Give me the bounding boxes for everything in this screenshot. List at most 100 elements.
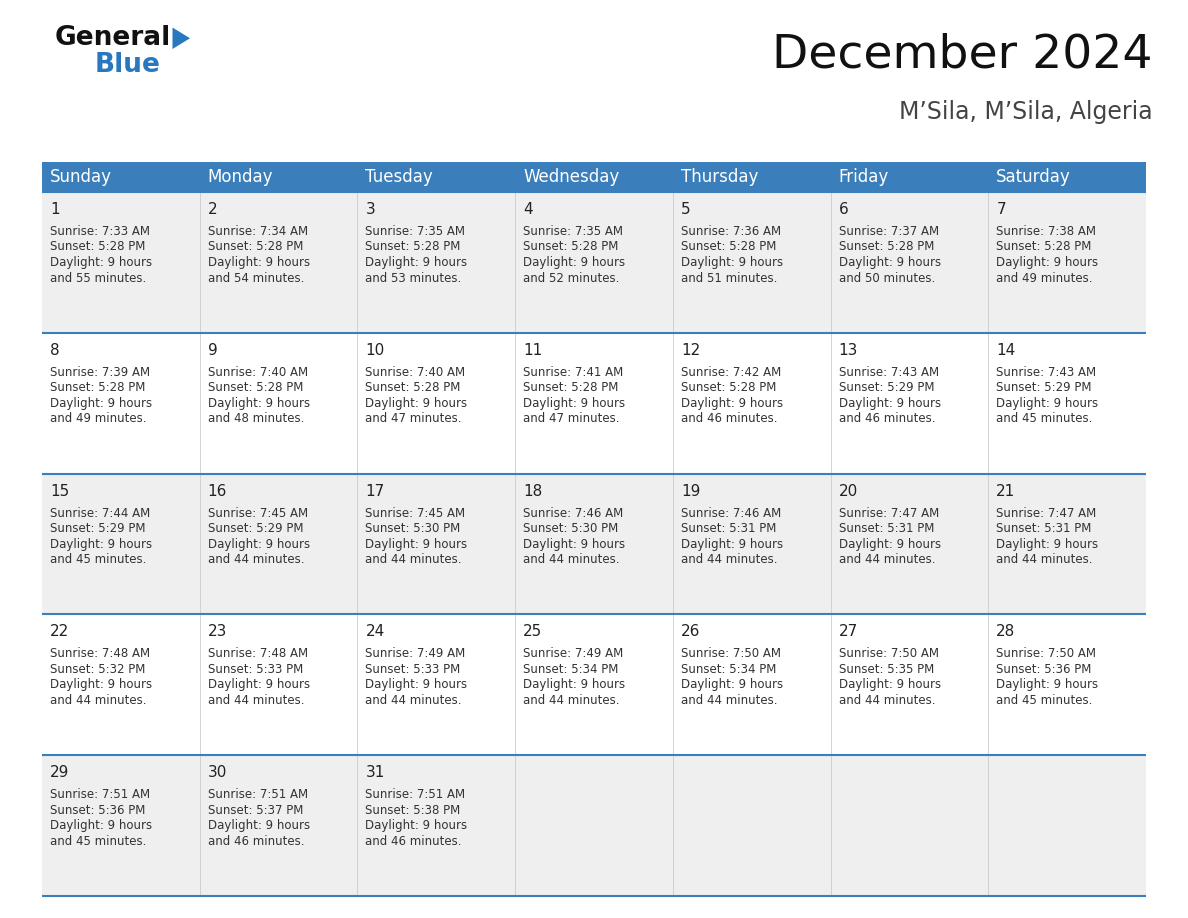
Bar <box>42 756 1146 896</box>
Text: Sunset: 5:28 PM: Sunset: 5:28 PM <box>523 241 619 253</box>
Text: Sunrise: 7:47 AM: Sunrise: 7:47 AM <box>839 507 939 520</box>
Text: 2: 2 <box>208 202 217 217</box>
Text: and 51 minutes.: and 51 minutes. <box>681 272 777 285</box>
Text: Sunset: 5:34 PM: Sunset: 5:34 PM <box>681 663 776 676</box>
Text: Sunrise: 7:46 AM: Sunrise: 7:46 AM <box>681 507 781 520</box>
Text: December 2024: December 2024 <box>772 32 1154 77</box>
Text: Sunset: 5:28 PM: Sunset: 5:28 PM <box>366 241 461 253</box>
Text: Daylight: 9 hours: Daylight: 9 hours <box>839 256 941 269</box>
Text: Sunrise: 7:43 AM: Sunrise: 7:43 AM <box>997 365 1097 379</box>
Text: Sunset: 5:32 PM: Sunset: 5:32 PM <box>50 663 145 676</box>
Text: and 49 minutes.: and 49 minutes. <box>997 272 1093 285</box>
Text: Daylight: 9 hours: Daylight: 9 hours <box>681 397 783 409</box>
Text: Daylight: 9 hours: Daylight: 9 hours <box>839 397 941 409</box>
Text: Sunset: 5:29 PM: Sunset: 5:29 PM <box>997 381 1092 395</box>
Bar <box>42 162 200 192</box>
Text: Daylight: 9 hours: Daylight: 9 hours <box>839 678 941 691</box>
Text: Sunrise: 7:41 AM: Sunrise: 7:41 AM <box>523 365 624 379</box>
Text: 20: 20 <box>839 484 858 498</box>
Text: Sunday: Sunday <box>50 168 112 186</box>
Text: Daylight: 9 hours: Daylight: 9 hours <box>523 538 625 551</box>
Text: Sunrise: 7:33 AM: Sunrise: 7:33 AM <box>50 225 150 238</box>
Text: Sunset: 5:34 PM: Sunset: 5:34 PM <box>523 663 619 676</box>
Text: Daylight: 9 hours: Daylight: 9 hours <box>523 678 625 691</box>
Text: 7: 7 <box>997 202 1006 217</box>
Bar <box>42 474 1146 614</box>
Text: and 46 minutes.: and 46 minutes. <box>208 834 304 847</box>
Text: Sunset: 5:29 PM: Sunset: 5:29 PM <box>839 381 934 395</box>
Text: Sunrise: 7:51 AM: Sunrise: 7:51 AM <box>208 789 308 801</box>
Text: Sunrise: 7:40 AM: Sunrise: 7:40 AM <box>208 365 308 379</box>
Text: 21: 21 <box>997 484 1016 498</box>
Text: and 45 minutes.: and 45 minutes. <box>50 554 146 566</box>
Text: Sunrise: 7:34 AM: Sunrise: 7:34 AM <box>208 225 308 238</box>
Text: Sunrise: 7:40 AM: Sunrise: 7:40 AM <box>366 365 466 379</box>
Text: Daylight: 9 hours: Daylight: 9 hours <box>997 538 1099 551</box>
Text: and 46 minutes.: and 46 minutes. <box>366 834 462 847</box>
Text: Sunrise: 7:47 AM: Sunrise: 7:47 AM <box>997 507 1097 520</box>
Text: Sunset: 5:28 PM: Sunset: 5:28 PM <box>208 241 303 253</box>
Text: and 52 minutes.: and 52 minutes. <box>523 272 619 285</box>
Text: Sunrise: 7:51 AM: Sunrise: 7:51 AM <box>50 789 150 801</box>
Text: and 54 minutes.: and 54 minutes. <box>208 272 304 285</box>
Text: 22: 22 <box>50 624 69 640</box>
Text: Tuesday: Tuesday <box>366 168 434 186</box>
Text: and 55 minutes.: and 55 minutes. <box>50 272 146 285</box>
Text: 29: 29 <box>50 766 69 780</box>
Text: 9: 9 <box>208 342 217 358</box>
Text: Sunrise: 7:37 AM: Sunrise: 7:37 AM <box>839 225 939 238</box>
Text: 30: 30 <box>208 766 227 780</box>
Text: Sunrise: 7:51 AM: Sunrise: 7:51 AM <box>366 789 466 801</box>
Text: M’Sila, M’Sila, Algeria: M’Sila, M’Sila, Algeria <box>899 100 1154 124</box>
Text: and 44 minutes.: and 44 minutes. <box>681 694 777 707</box>
Text: Daylight: 9 hours: Daylight: 9 hours <box>208 256 310 269</box>
Text: 12: 12 <box>681 342 700 358</box>
Text: Sunset: 5:38 PM: Sunset: 5:38 PM <box>366 803 461 817</box>
Text: 27: 27 <box>839 624 858 640</box>
Text: 16: 16 <box>208 484 227 498</box>
Text: and 46 minutes.: and 46 minutes. <box>681 412 777 425</box>
Text: Sunset: 5:28 PM: Sunset: 5:28 PM <box>50 241 145 253</box>
Text: Sunset: 5:35 PM: Sunset: 5:35 PM <box>839 663 934 676</box>
Text: Daylight: 9 hours: Daylight: 9 hours <box>50 397 152 409</box>
Text: Sunrise: 7:39 AM: Sunrise: 7:39 AM <box>50 365 150 379</box>
Text: and 44 minutes.: and 44 minutes. <box>523 694 620 707</box>
Text: Sunrise: 7:45 AM: Sunrise: 7:45 AM <box>208 507 308 520</box>
Text: Daylight: 9 hours: Daylight: 9 hours <box>366 678 468 691</box>
Text: and 44 minutes.: and 44 minutes. <box>208 554 304 566</box>
Text: Daylight: 9 hours: Daylight: 9 hours <box>839 538 941 551</box>
Text: Blue: Blue <box>95 52 160 78</box>
Text: Sunrise: 7:49 AM: Sunrise: 7:49 AM <box>523 647 624 660</box>
Text: Daylight: 9 hours: Daylight: 9 hours <box>50 538 152 551</box>
Text: Sunrise: 7:38 AM: Sunrise: 7:38 AM <box>997 225 1097 238</box>
Text: Daylight: 9 hours: Daylight: 9 hours <box>366 256 468 269</box>
Text: Sunset: 5:29 PM: Sunset: 5:29 PM <box>50 522 145 535</box>
Text: Daylight: 9 hours: Daylight: 9 hours <box>681 256 783 269</box>
Text: and 45 minutes.: and 45 minutes. <box>997 694 1093 707</box>
Text: Sunrise: 7:48 AM: Sunrise: 7:48 AM <box>208 647 308 660</box>
Text: Sunset: 5:28 PM: Sunset: 5:28 PM <box>997 241 1092 253</box>
Text: and 44 minutes.: and 44 minutes. <box>50 694 146 707</box>
Text: Sunset: 5:36 PM: Sunset: 5:36 PM <box>997 663 1092 676</box>
Text: and 44 minutes.: and 44 minutes. <box>366 694 462 707</box>
Text: Sunset: 5:28 PM: Sunset: 5:28 PM <box>523 381 619 395</box>
Text: Sunrise: 7:48 AM: Sunrise: 7:48 AM <box>50 647 150 660</box>
Text: 1: 1 <box>50 202 59 217</box>
Text: and 44 minutes.: and 44 minutes. <box>839 694 935 707</box>
Text: 3: 3 <box>366 202 375 217</box>
Text: Sunrise: 7:35 AM: Sunrise: 7:35 AM <box>366 225 466 238</box>
Text: 23: 23 <box>208 624 227 640</box>
Text: General: General <box>55 25 171 51</box>
Text: and 44 minutes.: and 44 minutes. <box>523 554 620 566</box>
Text: 28: 28 <box>997 624 1016 640</box>
Bar <box>830 162 988 192</box>
Text: Daylight: 9 hours: Daylight: 9 hours <box>997 397 1099 409</box>
Text: Daylight: 9 hours: Daylight: 9 hours <box>50 678 152 691</box>
Text: Sunset: 5:28 PM: Sunset: 5:28 PM <box>366 381 461 395</box>
Text: Wednesday: Wednesday <box>523 168 619 186</box>
Text: Sunset: 5:28 PM: Sunset: 5:28 PM <box>208 381 303 395</box>
Text: Sunrise: 7:50 AM: Sunrise: 7:50 AM <box>681 647 781 660</box>
Text: Monday: Monday <box>208 168 273 186</box>
Text: Daylight: 9 hours: Daylight: 9 hours <box>366 819 468 833</box>
Text: Sunset: 5:28 PM: Sunset: 5:28 PM <box>681 241 776 253</box>
